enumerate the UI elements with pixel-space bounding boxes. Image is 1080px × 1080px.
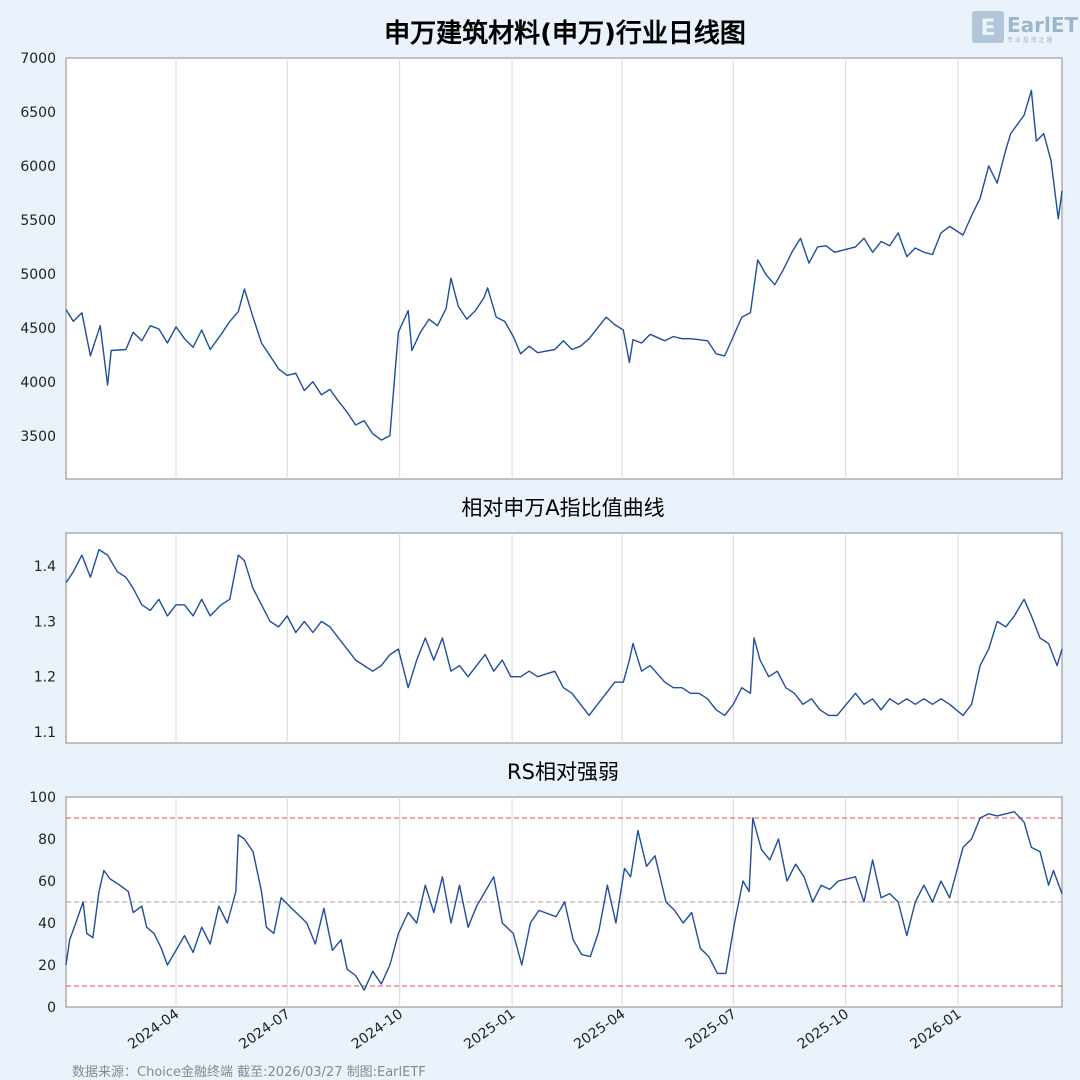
y-tick-label: 100 [29,790,56,806]
y-tick-label: 1.2 [34,670,56,686]
price-panel: 3500 4000 4500 5000 5500 6000 6500 7000 [20,51,1063,480]
y-tick-label: 0 [47,1000,56,1016]
y-tick-label: 1.4 [34,559,56,575]
y-tick-label: 80 [38,832,56,848]
y-tick-label: 6000 [20,159,56,175]
y-tick-label: 5500 [20,213,56,229]
logo-badge-icon [972,11,1004,43]
rs-panel: 0 20 40 60 80 100 [29,790,1063,1016]
y-tick-label: 1.3 [34,614,56,630]
main-title: 申万建筑材料(申万)行业日线图 [384,18,746,49]
logo-subtext: 专 业 投 资 之 路 [1007,36,1053,44]
y-tick-label: 6500 [20,105,56,121]
y-tick-label: 3500 [20,429,56,445]
y-tick-label: 4500 [20,321,56,337]
x-axis-ticks: 2024-04 2024-07 2024-10 2025-01 2025-04 2025-… [125,1006,964,1053]
x-tick-label: 2024-10 [349,1006,406,1053]
ratio-panel: 1.1 1.2 1.3 1.4 [34,532,1063,744]
plot-area [65,57,1063,480]
y-tick-label: 20 [38,958,56,974]
y-tick-label: 60 [38,874,56,890]
logo-text: EarlETF [1007,13,1080,37]
y-tick-label: 5000 [20,267,56,283]
x-tick-label: 2025-01 [461,1006,518,1053]
y-tick-label: 1.1 [34,725,56,741]
logo-badge-letter: E [980,16,995,41]
x-tick-label: 2024-07 [236,1006,293,1053]
rs-panel-title: RS相对强弱 [507,760,619,784]
series-line [65,548,1063,717]
x-tick-label: 2026-01 [907,1006,964,1053]
plot-area [65,532,1063,744]
x-tick-label: 2025-04 [571,1006,628,1053]
series-line [65,89,1063,441]
ratio-panel-title: 相对申万A指比值曲线 [461,496,664,520]
y-tick-label: 7000 [20,51,56,67]
x-tick-label: 2025-10 [795,1006,852,1053]
x-tick-label: 2024-04 [125,1006,182,1053]
x-tick-label: 2025-07 [682,1006,739,1053]
y-tick-label: 40 [38,916,56,932]
earletf-logo: E EarlETF 专 业 投 资 之 路 [972,11,1080,44]
source-footer: 数据来源：Choice金融终端 截至:2026/03/27 制图:EarlETF [72,1064,426,1080]
y-tick-label: 4000 [20,375,56,391]
series-line [65,811,1063,991]
